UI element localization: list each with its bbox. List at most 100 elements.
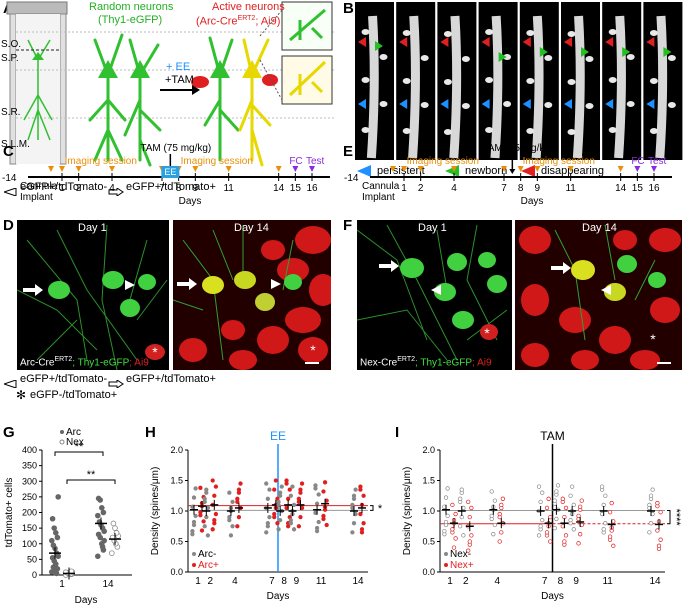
spine-head [649,128,658,134]
test-label: Test [648,156,667,167]
data-point [655,528,660,533]
data-point [655,500,660,506]
data-point [236,487,242,492]
xtick-label: 9 [294,576,300,587]
spine-head [461,103,470,109]
data-point [466,499,471,504]
data-point [212,493,217,498]
panel-label-f: F [343,217,353,234]
data-point [275,521,280,526]
data-point [546,496,551,501]
g-data-point [55,494,61,500]
data-point [648,521,654,526]
g-data-point [50,542,57,549]
data-point [453,536,458,541]
data-point [579,498,584,503]
data-point [235,524,240,529]
dendrite-shaft [490,15,503,159]
data-point [230,499,235,504]
data-point [276,499,281,504]
treatment-tam: +TAM [165,74,194,86]
g-sig-2: ** [87,469,96,481]
day-label: Day 2 [403,4,430,15]
spine-head [544,55,553,61]
xtick-label: 4 [495,576,501,587]
spine-head [667,102,676,108]
g-data-point [95,553,101,560]
layer-label: S.O. [1,39,22,50]
data-point [358,511,363,517]
panel-label-g: G [3,424,15,441]
data-point [603,493,608,498]
f-caption-green: ; Thy1-eGFP [415,357,473,369]
data-point [264,481,269,486]
data-point [568,493,573,498]
xtick-label: 1 [447,576,453,587]
xtick-label: 2 [463,576,469,587]
chartH-svg: 0.0 0.5 1.0 1.5 2.0 Density (spines/μm) 1 2 4 7 8 9… [150,429,383,602]
ee-label: EE [164,167,176,177]
data-point [552,498,557,503]
timeline-tick-label: 4 [451,183,457,194]
session-marker-icon [567,166,574,172]
data-point [213,511,219,517]
spine-head [585,56,594,62]
data-point [548,514,553,520]
data-point [443,495,449,500]
data-point [491,532,496,537]
timeline-start: -14 [2,173,17,184]
g-ytick-label: 50 [27,554,37,564]
spine-arrow-icon [646,37,655,47]
panel-label-b: B [343,0,354,17]
g-data-point [109,550,115,556]
spine-arrow-icon [646,99,655,109]
day-label: Day 9 [567,4,594,15]
svg-text:*: * [484,325,490,341]
dendrite-time-series: Day 1 Day 2 Day 4 Day 7 Day 8 Day 9 Day 11 Day … [355,2,685,162]
imaging-session-2: Imaging session [523,156,595,167]
data-point [451,545,457,550]
spine-head [503,101,512,107]
spine-arrow-icon [564,37,572,47]
data-point [359,527,365,532]
g-data-point [54,534,61,541]
panel-c-timeline: -14 Cannula Implant 1 2 4 7 8 9 11 14 15 16 Imaging s… [0,140,340,212]
data-point [648,493,654,498]
spine-arrow-icon [564,99,572,109]
panel-d-day14-image: * [173,220,331,370]
spine-arrow-icon [663,47,672,57]
day-label: Day 14 [647,4,679,15]
spine-head [649,78,658,84]
timeline-tick-label: 2 [418,183,424,194]
treatment-ee: + EE [166,61,191,73]
layer-label: S.L.M. [1,139,30,150]
panel-g-chart: 0 50 100 150 200 250 300 350 400 tdTomato+ cells 1… [0,420,140,609]
data-point [288,493,294,498]
ylabel: Density (spines/μm) [150,467,161,556]
session-marker-icon [275,166,282,172]
data-point [199,528,205,533]
session-marker-icon [534,166,541,172]
data-point [497,511,502,517]
session-marker-icon [401,166,407,172]
session-marker-icon [417,166,424,172]
spine-arrow-icon [522,37,531,47]
session-marker-icon [292,166,299,172]
f-day14-label: Day 14 [582,222,617,234]
d-caption-red: ; Ai9 [129,357,149,369]
data-point [353,487,358,492]
spine-arrow-icon [498,52,507,62]
tam-label: TAM (75 mg/kg) [140,143,211,154]
panel-e-timeline: -14 Cannula Implant 1 2 4 7 8 9 11 14 15 16 Imaging s… [342,140,685,212]
data-point [563,533,569,538]
g-sig-bracket [54,451,104,456]
d-caption: Arc-CreERT2; Thy1-eGFP; Ai9 [20,356,149,368]
g-ytick-label: 150 [22,523,37,533]
bstrip-svg: Day 1 Day 2 Day 4 Day 7 Day 8 Day 9 Day 11 Day … [355,2,683,160]
data-point [299,481,305,486]
data-point [571,527,576,532]
g-data-point [48,537,55,544]
active-sub-post: ; Ai9) [255,15,281,28]
data-point [291,502,297,508]
timeline-tick-label: 4 [109,183,115,194]
